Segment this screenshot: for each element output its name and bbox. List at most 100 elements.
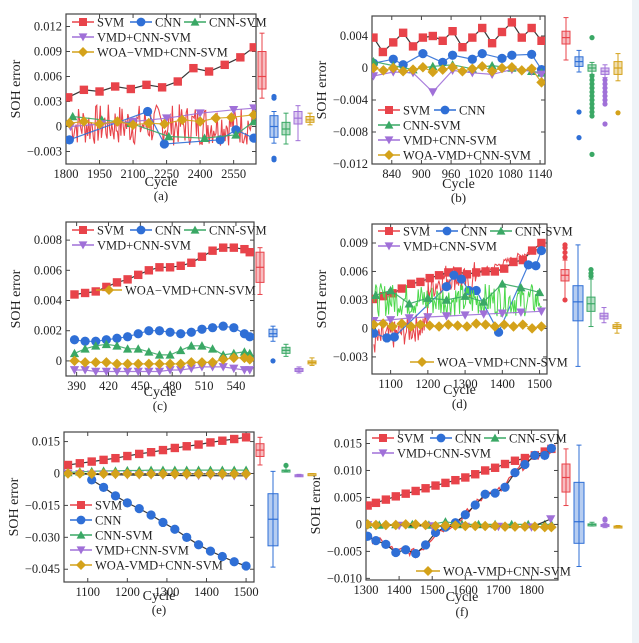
boxplot-svm — [560, 242, 570, 303]
boxplot-svm — [561, 448, 571, 507]
legend-item: WOA−VMD+CNN-SVM — [96, 284, 256, 298]
data-point — [186, 364, 196, 374]
legend-item: SVM — [372, 432, 424, 446]
series-woa-vmd-cnn-svm — [372, 61, 545, 88]
data-point — [366, 531, 373, 541]
data-point — [470, 500, 480, 510]
data-point — [537, 36, 545, 45]
y-tick-label: −0.015 — [25, 498, 60, 512]
data-point — [531, 261, 541, 271]
data-point — [480, 466, 490, 475]
data-point — [91, 341, 101, 350]
y-tick-label: 0.006 — [34, 70, 62, 84]
data-point — [236, 53, 245, 62]
data-point — [452, 320, 463, 331]
plot-area — [372, 18, 545, 97]
box-outlier — [589, 97, 595, 103]
data-point — [158, 445, 168, 455]
data-point — [506, 61, 518, 73]
data-point — [127, 119, 139, 131]
data-point — [371, 498, 381, 508]
data-point — [122, 498, 132, 508]
legend-item: CNN — [70, 514, 121, 528]
data-point — [70, 290, 79, 299]
data-point — [440, 520, 451, 531]
data-point — [80, 366, 90, 375]
data-point — [101, 367, 111, 376]
noise-trace — [373, 283, 542, 317]
data-point — [546, 521, 557, 533]
legend-label: VMD+CNN-SVM — [95, 544, 189, 558]
legend-marker — [190, 17, 200, 26]
data-point — [457, 65, 468, 77]
plot-area — [366, 443, 557, 560]
legend-label: VMD+CNN-SVM — [403, 134, 497, 148]
data-point — [518, 255, 527, 265]
data-point — [500, 482, 510, 492]
data-point — [101, 357, 112, 368]
y-tick-label: 0 — [356, 517, 362, 531]
legend-item: CNN-SVM — [484, 432, 567, 446]
legend-item: VMD+CNN-SVM — [378, 240, 497, 254]
data-point — [490, 463, 500, 472]
legend-label: SVM — [97, 224, 124, 238]
y-tick-label: −0.003 — [333, 350, 368, 364]
data-point — [207, 357, 218, 368]
data-point — [385, 316, 396, 325]
data-point — [388, 62, 399, 74]
data-point — [397, 65, 409, 77]
y-tick-label: −0.010 — [327, 571, 362, 585]
box-outlier — [589, 101, 595, 107]
data-point — [133, 468, 145, 480]
legend-marker — [436, 433, 446, 443]
data-point — [164, 358, 176, 370]
legend-label: WOA−VMD+CNN-SVM — [125, 284, 256, 298]
x-tick-label: 1950 — [87, 167, 112, 181]
data-point — [428, 61, 438, 71]
data-point — [122, 332, 133, 342]
legend-marker — [490, 433, 500, 442]
box-outlier — [562, 254, 568, 260]
data-point — [122, 358, 133, 370]
data-point — [98, 468, 109, 479]
x-tick-label: 510 — [195, 379, 214, 393]
x-tick-label: 1800 — [54, 167, 79, 181]
box-outlier — [588, 270, 594, 276]
data-point — [370, 519, 382, 531]
data-point — [158, 517, 168, 528]
data-point — [406, 279, 416, 289]
boxplot-vmd-cnn-svm — [599, 307, 609, 324]
boxplot-svm — [561, 17, 571, 61]
data-point — [390, 519, 402, 531]
data-point — [372, 33, 378, 42]
data-point — [497, 27, 507, 37]
series-woa-vmd-cnn-svm — [69, 352, 254, 370]
data-point — [112, 333, 122, 343]
y-tick-label: 0 — [56, 120, 62, 134]
data-point — [387, 321, 398, 332]
data-point — [527, 49, 537, 60]
data-point — [431, 481, 440, 490]
y-tick-label: 0.015 — [334, 436, 362, 450]
legend-label: WOA-VMD+CNN-SVM — [403, 149, 531, 163]
data-point — [122, 367, 133, 376]
box-outlier — [588, 266, 594, 273]
series-woa-vmd-cnn-svm — [366, 519, 557, 533]
boxplot-cnn-svm — [586, 266, 596, 328]
series-line — [375, 283, 540, 305]
panel-caption: (f) — [456, 604, 469, 619]
legend: SVM CNN CNN-SVM VMD+CNN-SVM WOA-VMD+CNN-SVM — [372, 432, 571, 579]
x-tick-label: 480 — [163, 379, 182, 393]
data-point — [165, 350, 175, 359]
legend-label: WOA−VMD+CNN-SVM — [97, 46, 228, 60]
data-point — [197, 341, 207, 350]
x-tick-label: 2400 — [188, 167, 213, 181]
y-axis-label: SOH error — [309, 475, 324, 534]
data-point — [215, 135, 225, 145]
box-outlier — [589, 151, 595, 157]
data-point — [240, 244, 249, 254]
data-point — [110, 468, 121, 479]
boxplot-woa-vmd-cnn-svm — [305, 112, 315, 126]
data-point — [397, 284, 406, 293]
plot-area — [69, 243, 254, 376]
